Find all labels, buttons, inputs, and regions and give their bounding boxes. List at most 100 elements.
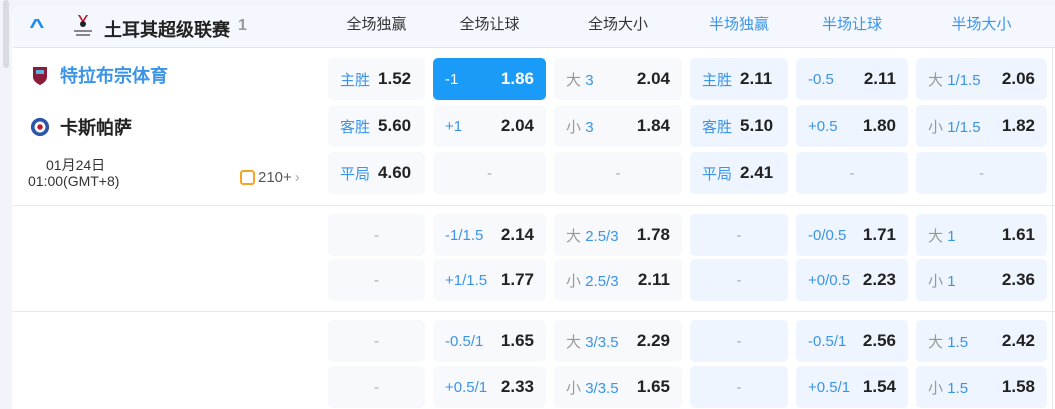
column-header: 半场大小 xyxy=(951,16,1012,33)
league-logo xyxy=(74,15,92,36)
odds-line: 1 xyxy=(947,272,956,290)
over-under-prefix: 大 xyxy=(566,227,582,245)
odds-value: 2.04 xyxy=(636,69,670,88)
odds-label: +0.5/1 xyxy=(808,379,850,396)
odds-cell[interactable]: +1 2.04 xyxy=(433,105,546,147)
odds-cell[interactable]: +1/1.5 1.77 xyxy=(433,259,546,301)
home-team-name: 特拉布宗体育 xyxy=(60,66,168,86)
odds-label: 大 3 xyxy=(566,69,594,90)
scrollbar-thumb[interactable] xyxy=(3,0,9,68)
odds-value: 5.10 xyxy=(740,116,774,135)
league-name[interactable]: 土耳其超级联赛 xyxy=(104,20,230,40)
odds-line: -0/0.5 xyxy=(808,226,847,244)
odds-cell[interactable]: 大 1/1.5 2.06 xyxy=(916,58,1047,100)
odds-line: +0.5/1 xyxy=(445,378,488,396)
odds-cell[interactable]: 客胜 5.60 xyxy=(328,105,425,147)
odds-cell[interactable]: - xyxy=(916,152,1047,194)
odds-line: 3 xyxy=(585,118,594,136)
scrollbar[interactable] xyxy=(0,0,12,409)
odds-cell[interactable]: - xyxy=(690,366,788,408)
odds-cell[interactable]: -0.5 2.11 xyxy=(796,58,908,100)
odds-cell[interactable]: 小 1 2.36 xyxy=(916,259,1047,301)
odds-value: 2.29 xyxy=(636,331,670,350)
odds-cell[interactable]: 主胜 2.11 xyxy=(690,58,788,100)
odds-cell[interactable]: -1/1.5 2.14 xyxy=(433,214,546,256)
odds-line: 1/1.5 xyxy=(947,71,981,89)
divider xyxy=(13,205,1055,206)
odds-cell[interactable]: 小 3/3.5 1.65 xyxy=(554,366,682,408)
odds-cell[interactable]: - xyxy=(796,152,908,194)
odds-value: 2.42 xyxy=(1001,331,1035,350)
odds-line: 2.5/3 xyxy=(585,227,619,245)
chevron-right-icon: › xyxy=(294,169,300,186)
odds-label: -0.5 xyxy=(808,71,834,88)
odds-line: -0.5 xyxy=(808,70,834,88)
odds-cell[interactable]: 大 1 1.61 xyxy=(916,214,1047,256)
odds-cell[interactable]: - xyxy=(690,259,788,301)
chevron-up-icon[interactable]: ^ xyxy=(29,16,45,38)
odds-value: 1.65 xyxy=(636,377,670,396)
over-under-prefix: 大 xyxy=(566,71,582,89)
odds-cell[interactable]: - xyxy=(328,214,425,256)
column-header: 全场独赢 xyxy=(346,16,407,33)
odds-cell[interactable]: 小 2.5/3 2.11 xyxy=(554,259,682,301)
odds-cell[interactable]: +0.5/1 1.54 xyxy=(796,366,908,408)
odds-cell[interactable]: +0/0.5 2.23 xyxy=(796,259,908,301)
odds-value: 1.54 xyxy=(862,377,896,396)
odds-cell[interactable]: 大 2.5/3 1.78 xyxy=(554,214,682,256)
odds-cell[interactable]: 客胜 5.10 xyxy=(690,105,788,147)
over-under-prefix: 小 xyxy=(566,379,582,397)
odds-cell[interactable]: - xyxy=(554,152,682,194)
odds-cell[interactable]: 平局 4.60 xyxy=(328,152,425,194)
odds-label: 大 1.5 xyxy=(928,331,968,352)
odds-line: -0.5/1 xyxy=(808,332,847,350)
odds-label: 大 1/1.5 xyxy=(928,69,981,90)
odds-cell[interactable]: - xyxy=(328,320,425,362)
odds-value: 2.14 xyxy=(500,225,534,244)
odds-unavailable: - xyxy=(615,164,621,182)
more-markets-link[interactable]: 210+ › xyxy=(240,169,300,186)
odds-cell[interactable]: 大 1.5 2.42 xyxy=(916,320,1047,362)
odds-label: +0/0.5 xyxy=(808,272,850,289)
odds-label: +1/1.5 xyxy=(445,272,487,289)
away-team[interactable]: 卡斯帕萨 xyxy=(30,114,132,140)
odds-unavailable: - xyxy=(979,164,984,182)
column-header: 全场大小 xyxy=(587,16,648,33)
odds-cell[interactable]: 小 1.5 1.58 xyxy=(916,366,1047,408)
odds-label: 小 1.5 xyxy=(928,377,968,398)
odds-cell[interactable]: - xyxy=(328,259,425,301)
odds-line: 客胜 xyxy=(340,118,371,136)
odds-label: 主胜 xyxy=(702,69,732,90)
odds-cell[interactable]: 平局 2.41 xyxy=(690,152,788,194)
odds-cell[interactable]: - xyxy=(690,214,788,256)
odds-cell[interactable]: - xyxy=(690,320,788,362)
odds-cell[interactable]: 大 3/3.5 2.29 xyxy=(554,320,682,362)
odds-cell[interactable]: - xyxy=(328,366,425,408)
odds-cell[interactable]: 小 1/1.5 1.82 xyxy=(916,105,1047,147)
odds-unavailable: - xyxy=(487,164,492,182)
odds-label: 大 1 xyxy=(928,225,956,246)
odds-line: +0.5/1 xyxy=(808,378,851,396)
odds-unavailable: - xyxy=(374,226,379,244)
odds-cell[interactable]: 主胜 1.52 xyxy=(328,58,425,100)
away-team-badge-icon xyxy=(30,117,50,137)
odds-cell[interactable]: +0.5/1 2.33 xyxy=(433,366,546,408)
odds-cell[interactable]: +0.5 1.80 xyxy=(796,105,908,147)
odds-line: +1/1.5 xyxy=(445,271,488,289)
odds-cell[interactable]: 大 3 2.04 xyxy=(554,58,682,100)
odds-cell[interactable]: -0/0.5 1.71 xyxy=(796,214,908,256)
home-team[interactable]: 特拉布宗体育 xyxy=(30,62,168,88)
odds-cell[interactable]: - xyxy=(433,152,546,194)
odds-line: 3/3.5 xyxy=(585,333,619,351)
odds-line: 2.5/3 xyxy=(585,272,619,290)
odds-label: 大 3/3.5 xyxy=(566,331,619,352)
odds-cell[interactable]: 小 3 1.84 xyxy=(554,105,682,147)
odds-cell[interactable]: -1 1.86 xyxy=(433,58,546,100)
odds-unavailable: - xyxy=(374,378,379,396)
odds-value: 1.71 xyxy=(862,225,896,244)
odds-unavailable: - xyxy=(374,271,379,289)
odds-cell[interactable]: -0.5/1 1.65 xyxy=(433,320,546,362)
odds-cell[interactable]: -0.5/1 2.56 xyxy=(796,320,908,362)
over-under-prefix: 大 xyxy=(928,227,944,245)
column-header: 半场独赢 xyxy=(708,16,769,33)
